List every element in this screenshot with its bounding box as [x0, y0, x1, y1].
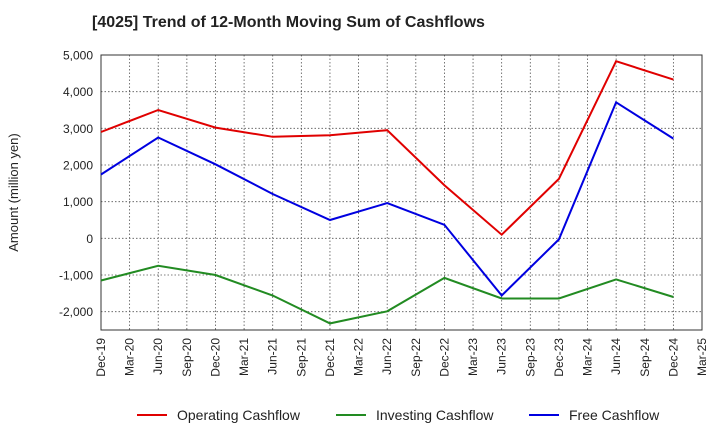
- plot-area: [101, 55, 702, 330]
- y-axis-label: Amount (million yen): [6, 133, 21, 252]
- x-tick-label: Mar-25: [695, 338, 709, 376]
- x-tick-label: Mar-23: [466, 338, 480, 376]
- series-line-1: [100, 59, 674, 237]
- legend-label-2: Investing Cashflow: [376, 407, 494, 423]
- x-tick-label: Mar-21: [237, 338, 251, 376]
- y-tick-label: 5,000: [63, 49, 93, 63]
- x-tick-label: Jun-24: [609, 338, 623, 375]
- x-tick-label: Jun-22: [380, 338, 394, 375]
- x-tick-label: Sep-23: [523, 338, 537, 377]
- y-tick-label: 4,000: [63, 85, 93, 99]
- y-tick-label: 2,000: [63, 159, 93, 173]
- x-tick-label: Dec-22: [437, 338, 451, 377]
- x-tick-label: Dec-21: [323, 338, 337, 377]
- x-tick-label: Sep-20: [180, 338, 194, 377]
- x-tick-label: Mar-22: [352, 338, 366, 376]
- plot-frame: [100, 54, 703, 331]
- legend-label-3: Free Cashflow: [569, 407, 660, 423]
- y-tick-label: -2,000: [59, 305, 93, 319]
- y-tick-label: -1,000: [59, 269, 93, 283]
- x-tick-label: Mar-20: [123, 338, 137, 376]
- axis-layer: 5,000 4,000 3,000 2,000 1,000 0 -1,000 -2,000 De…: [6, 49, 709, 377]
- y-tick-label: 0: [86, 232, 93, 246]
- series-layer: [100, 59, 674, 325]
- x-tick-label: Dec-19: [94, 338, 108, 377]
- x-tick-label: Jun-20: [151, 338, 165, 375]
- x-tick-label: Dec-20: [208, 338, 222, 377]
- x-tick-label: Jun-23: [495, 338, 509, 375]
- x-tick-label: Mar-24: [581, 338, 595, 376]
- y-tick-label: 1,000: [63, 195, 93, 209]
- x-tick-label: Dec-23: [552, 338, 566, 377]
- x-tick-label: Sep-24: [638, 338, 652, 377]
- legend-label-1: Operating Cashflow: [177, 407, 301, 423]
- x-tick-label: Jun-21: [266, 338, 280, 375]
- x-tick-label: Sep-21: [294, 338, 308, 377]
- series-line-2: [100, 264, 674, 325]
- grid-layer: [100, 54, 703, 330]
- chart-title: [4025] Trend of 12-Month Moving Sum of C…: [92, 14, 485, 31]
- x-tick-label: Sep-22: [409, 338, 423, 377]
- x-tick-label: Dec-24: [666, 338, 680, 377]
- legend: Operating Cashflow Investing Cashflow Free…: [137, 407, 660, 423]
- y-tick-label: 3,000: [63, 122, 93, 136]
- series-line-3: [100, 100, 674, 297]
